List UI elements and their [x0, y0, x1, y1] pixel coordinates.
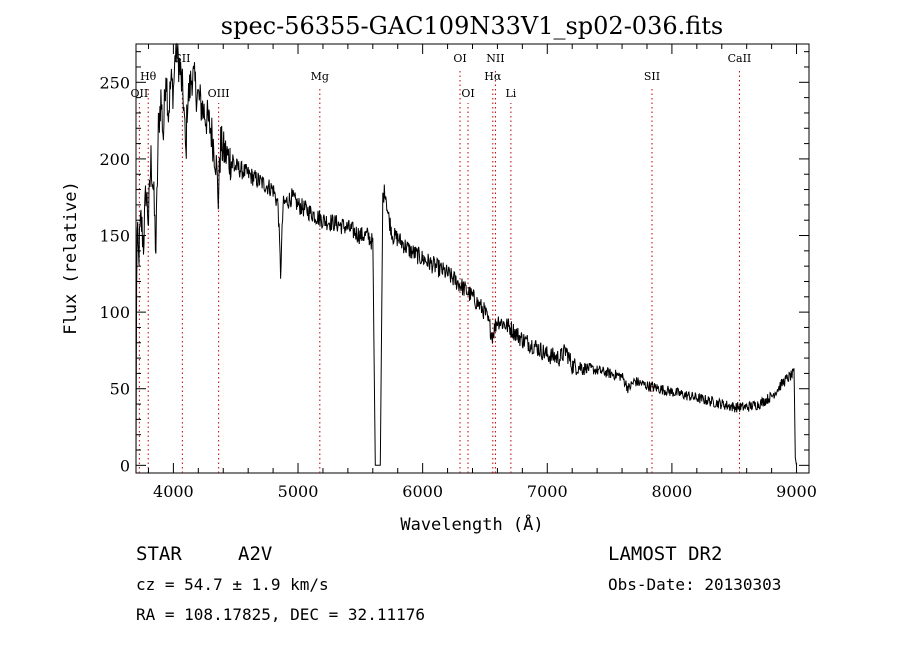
x-tick-label: 5000: [278, 482, 319, 501]
line-marker-label: SII: [644, 70, 660, 83]
line-marker-label: OII: [131, 87, 149, 100]
line-marker-label: Hα: [484, 70, 502, 83]
x-axis-label: Wavelength (Å): [400, 513, 543, 535]
x-tick-label: 8000: [652, 482, 693, 501]
object-class: STAR: [136, 543, 182, 565]
x-tick-label: 4000: [153, 482, 194, 501]
line-marker-label: NII: [486, 52, 504, 65]
y-tick-label: 100: [99, 303, 130, 322]
tick-labels: 4000 5000 6000 7000 8000 9000 0 50 100 150 200 250: [99, 73, 816, 501]
plot-frame: [135, 43, 810, 474]
line-marker-label: OIII: [208, 87, 230, 100]
obs-date: Obs-Date: 20130303: [608, 575, 781, 594]
coordinates: RA = 108.17825, DEC = 32.11176: [136, 605, 425, 624]
x-tick-label: 7000: [527, 482, 568, 501]
line-marker-label: Hθ: [140, 70, 157, 83]
y-tick-label: 50: [110, 380, 130, 399]
line-marker-label: Li: [505, 87, 516, 100]
redshift-cz: cz = 54.7 ± 1.9 km/s: [136, 575, 329, 594]
line-marker-label: OI: [461, 87, 474, 100]
spectrum-line: [135, 42, 797, 466]
line-marker-label: CaII: [728, 52, 752, 65]
line-marker-label: OI: [453, 52, 466, 65]
y-axis-label: Flux (relative): [61, 181, 81, 335]
y-tick-label: 150: [99, 227, 130, 246]
object-subclass: A2V: [238, 543, 272, 565]
y-tick-label: 200: [99, 150, 130, 169]
line-marker-label: Mg: [311, 70, 329, 83]
chart-title: spec-56355-GAC109N33V1_sp02-036.fits: [221, 12, 723, 40]
axis-ticks: [136, 44, 809, 473]
x-tick-label: 6000: [402, 482, 443, 501]
data-release: LAMOST DR2: [608, 543, 722, 565]
y-tick-label: 250: [99, 73, 130, 92]
x-tick-label: 9000: [776, 482, 817, 501]
y-tick-label: 0: [120, 456, 130, 475]
